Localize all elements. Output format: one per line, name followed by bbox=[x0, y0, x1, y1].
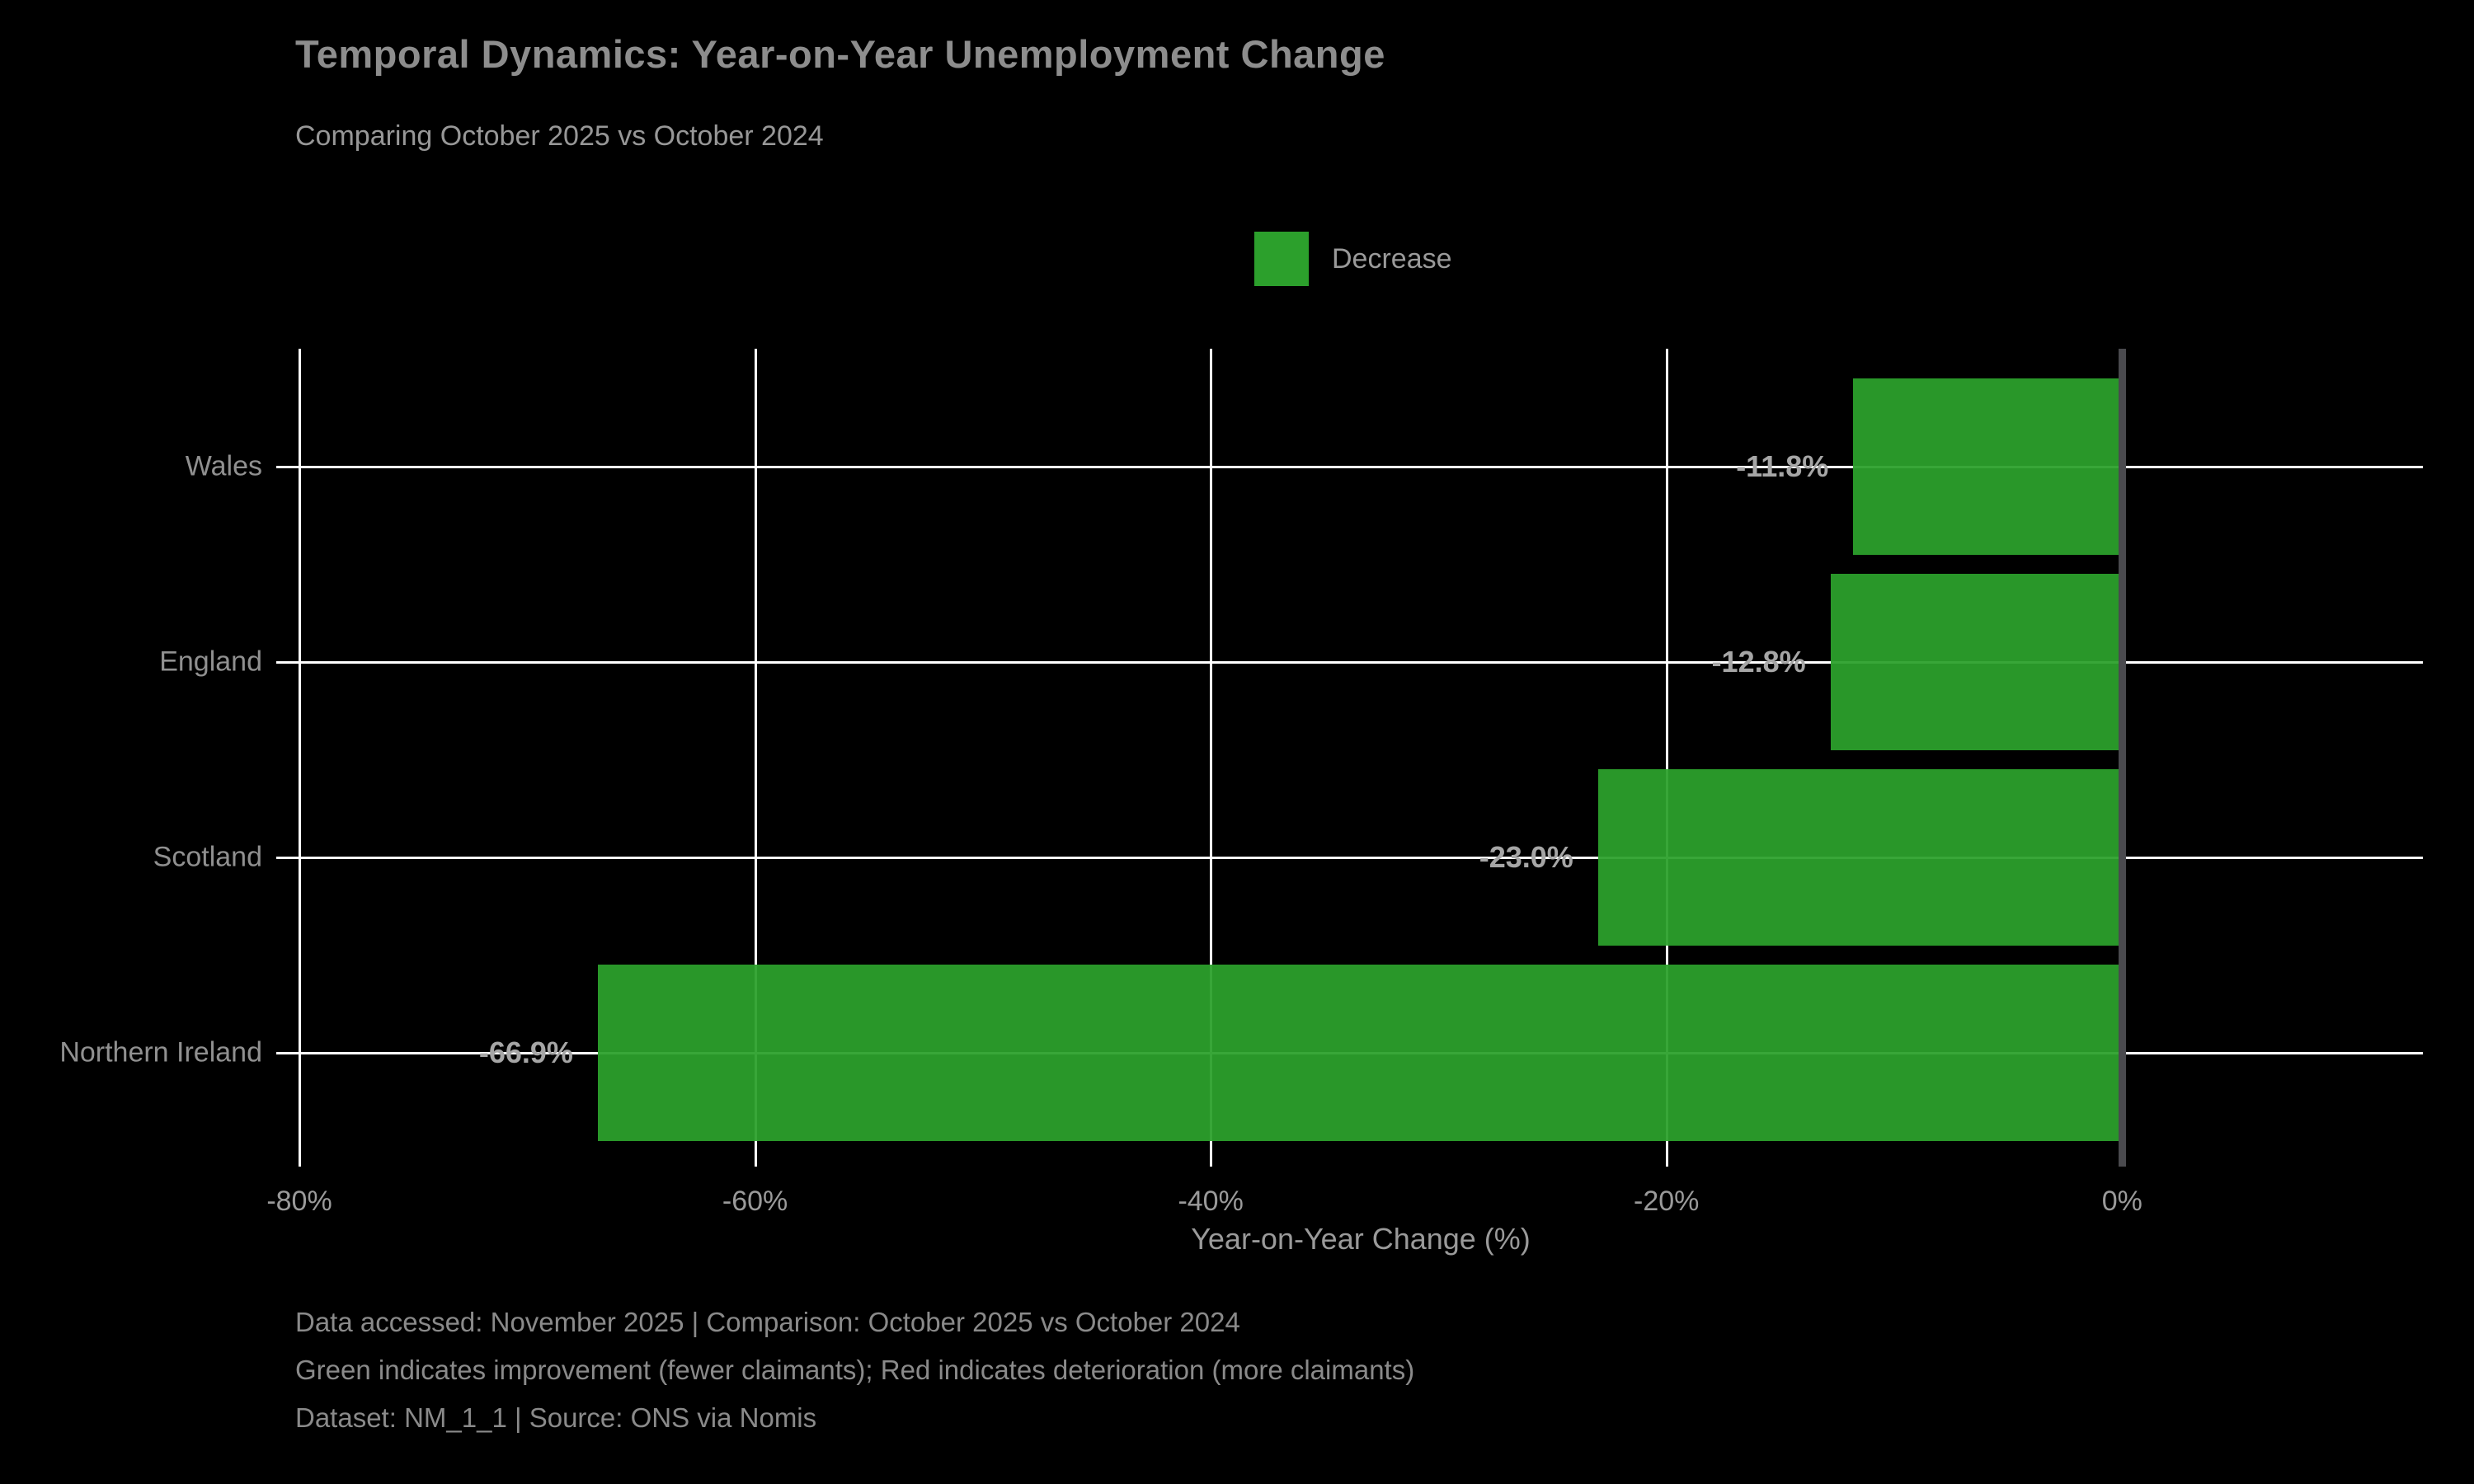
legend-swatch-decrease bbox=[1254, 232, 1309, 286]
bar-northern-ireland bbox=[597, 965, 2123, 1141]
bar-value-label-0: -11.8% bbox=[1736, 449, 1829, 483]
y-category-label-0: Wales bbox=[185, 450, 262, 482]
y-category-label-2: Scotland bbox=[153, 841, 262, 873]
legend-label-decrease: Decrease bbox=[1332, 242, 1452, 275]
x-tick-label--40%: -40% bbox=[1178, 1186, 1244, 1217]
footer-color-key: Green indicates improvement (fewer claim… bbox=[295, 1355, 1415, 1385]
gridline-row-2 bbox=[276, 857, 2423, 859]
y-category-label-3: Northern Ireland bbox=[59, 1036, 262, 1068]
tick-x--20% bbox=[1665, 1140, 1668, 1167]
x-tick-label-0%: 0% bbox=[2101, 1186, 2142, 1217]
tick-x--60% bbox=[754, 1140, 757, 1167]
tick-x--40% bbox=[1210, 1140, 1213, 1167]
bar-value-label-2: -23.0% bbox=[1479, 840, 1573, 874]
chart-subtitle: Comparing October 2025 vs October 2024 bbox=[295, 120, 824, 152]
bar-value-label-3: -66.9% bbox=[478, 1036, 573, 1069]
axis-left-spine bbox=[299, 349, 301, 1167]
bar-value-label-1: -12.8% bbox=[1711, 645, 1806, 679]
gridline-x--60% bbox=[754, 349, 757, 1140]
chart-title: Temporal Dynamics: Year-on-Year Unemploy… bbox=[295, 32, 1385, 76]
x-tick-label--80%: -80% bbox=[266, 1186, 332, 1217]
gridline-x--20% bbox=[1665, 349, 1668, 1140]
x-axis-label: Year-on-Year Change (%) bbox=[1191, 1222, 1531, 1256]
legend: Decrease bbox=[1254, 232, 1452, 286]
footer-data-accessed: Data accessed: November 2025 | Compariso… bbox=[295, 1307, 1240, 1337]
bar-scotland bbox=[1597, 769, 2123, 946]
x-tick-label--20%: -20% bbox=[1634, 1186, 1700, 1217]
y-category-label-1: England bbox=[159, 646, 262, 678]
gridline-row-0 bbox=[276, 466, 2423, 468]
zero-axis-line bbox=[2119, 349, 2127, 1167]
x-tick-label--60%: -60% bbox=[722, 1186, 788, 1217]
bar-wales bbox=[1853, 378, 2123, 555]
gridline-x--40% bbox=[1210, 349, 1213, 1140]
bar-england bbox=[1830, 574, 2123, 750]
footer-source: Dataset: NM_1_1 | Source: ONS via Nomis bbox=[295, 1402, 817, 1433]
gridline-row-1 bbox=[276, 661, 2423, 664]
